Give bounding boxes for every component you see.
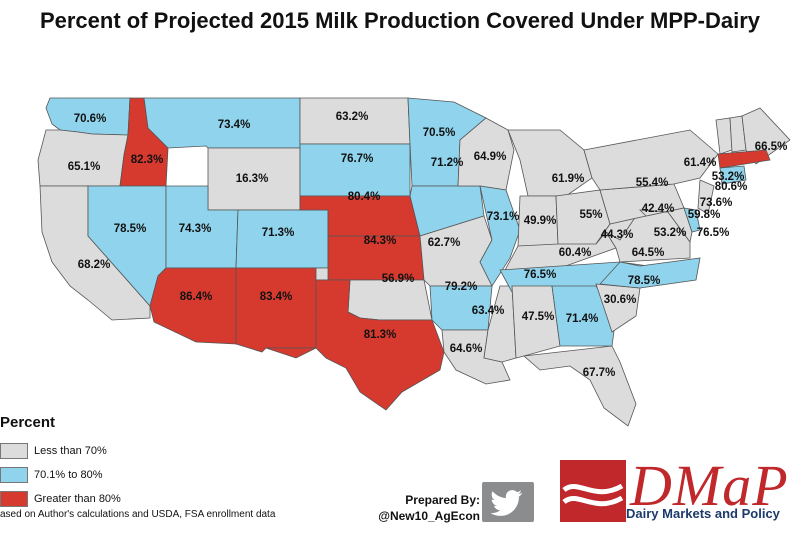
- state-value-mi: 61.9%: [552, 173, 585, 185]
- twitter-handle: @New10_AgEcon: [378, 509, 480, 523]
- state-value-ne: 80.4%: [348, 191, 381, 203]
- state-value-id: 82.3%: [131, 154, 164, 166]
- state-or: [37, 129, 129, 187]
- legend-item-low: Less than 70%: [0, 439, 260, 463]
- state-value-nj: 59.8%: [688, 209, 721, 221]
- prepared-by: Prepared By: @New10_AgEcon: [370, 492, 480, 524]
- state-value-ok: 56.9%: [382, 273, 415, 285]
- legend-label-low: Less than 70%: [34, 445, 107, 457]
- state-value-ca: 68.2%: [78, 259, 111, 271]
- prepared-by-label: Prepared By:: [405, 493, 480, 507]
- legend-label-high: Greater than 80%: [34, 493, 121, 505]
- legend-label-mid: 70.1% to 80%: [34, 469, 103, 481]
- state-ma: [717, 149, 771, 169]
- state-value-in: 49.9%: [524, 215, 557, 227]
- dmap-logo: DMaP Dairy Markets and Policy: [560, 453, 800, 534]
- state-value-ky: 60.4%: [559, 247, 592, 259]
- state-value-al: 47.5%: [522, 311, 555, 323]
- dmap-subtitle: Dairy Markets and Policy: [626, 506, 780, 521]
- legend-swatch-high: [0, 491, 28, 507]
- state-value-sc: 30.6%: [604, 294, 637, 306]
- state-ct: [719, 165, 747, 185]
- state-value-mn: 70.5%: [423, 127, 456, 139]
- state-value-wa: 70.6%: [74, 113, 107, 125]
- state-fl: [523, 345, 637, 427]
- state-value-wi: 64.9%: [474, 151, 507, 163]
- state-value-ms: 63.4%: [472, 305, 505, 317]
- state-value-wv: 44.3%: [601, 229, 634, 241]
- state-tx: [265, 279, 445, 411]
- state-value-ct: 73.6%: [700, 197, 733, 209]
- state-value-oh: 55%: [579, 209, 602, 221]
- state-value-tn: 76.5%: [524, 269, 557, 281]
- state-vt: [715, 117, 733, 155]
- state-value-va: 64.5%: [632, 247, 665, 259]
- state-value-md: 53.2%: [654, 227, 687, 239]
- state-sd: [299, 143, 411, 197]
- state-value-de: 76.5%: [697, 227, 730, 239]
- state-value-az: 86.4%: [180, 291, 213, 303]
- state-value-ga: 71.4%: [566, 313, 599, 325]
- legend-title: Percent: [0, 414, 56, 431]
- state-value-fl: 67.7%: [583, 367, 616, 379]
- state-value-wy: 16.3%: [236, 173, 269, 185]
- state-value-mt: 73.4%: [218, 119, 251, 131]
- state-value-vt: 61.4%: [684, 157, 717, 169]
- state-wi: [457, 117, 515, 191]
- legend: Percent Less than 70% 70.1% to 80% Great…: [0, 414, 260, 511]
- state-value-nc: 78.5%: [628, 275, 661, 287]
- state-value-ma: 80.6%: [715, 181, 748, 193]
- state-value-co: 71.3%: [262, 227, 295, 239]
- legend-swatch-mid: [0, 467, 28, 483]
- source-note: ased on Author's calculations and USDA, …: [0, 509, 276, 520]
- state-value-ar: 79.2%: [445, 281, 478, 293]
- legend-swatch-low: [0, 443, 28, 459]
- dmap-wordmark: DMaP: [630, 453, 789, 518]
- state-mi: [507, 129, 593, 197]
- state-ny: [583, 129, 719, 191]
- state-value-la: 64.6%: [450, 343, 483, 355]
- state-value-nv: 78.5%: [114, 223, 147, 235]
- state-value-ia: 71.2%: [431, 157, 464, 169]
- state-value-ut: 74.3%: [179, 223, 212, 235]
- state-value-or: 65.1%: [68, 161, 101, 173]
- state-value-ks: 84.3%: [364, 235, 397, 247]
- state-me: [741, 107, 791, 165]
- state-value-pa: 42.4%: [642, 203, 675, 215]
- state-value-nd: 63.2%: [336, 111, 369, 123]
- state-value-sd: 76.7%: [341, 153, 374, 165]
- state-az: [149, 267, 237, 345]
- state-value-nm: 83.4%: [260, 291, 293, 303]
- legend-item-mid: 70.1% to 80%: [0, 463, 260, 487]
- state-al: [511, 285, 561, 359]
- state-value-mo: 62.7%: [428, 237, 461, 249]
- state-nj: [697, 179, 715, 215]
- map-title: Percent of Projected 2015 Milk Productio…: [39, 8, 761, 33]
- state-co: [235, 209, 329, 269]
- state-de: [683, 207, 701, 233]
- state-value-me: 66.5%: [755, 141, 788, 153]
- legend-item-high: Greater than 80%: [0, 487, 260, 511]
- dmap-logo-mark: [560, 460, 626, 522]
- twitter-bird-icon: [482, 482, 534, 522]
- state-value-ny: 55.4%: [636, 177, 669, 189]
- state-value-nh: 53.2%: [712, 171, 745, 183]
- state-nm: [235, 267, 317, 353]
- state-value-tx: 81.3%: [364, 329, 397, 341]
- state-value-il: 73.1%: [487, 211, 520, 223]
